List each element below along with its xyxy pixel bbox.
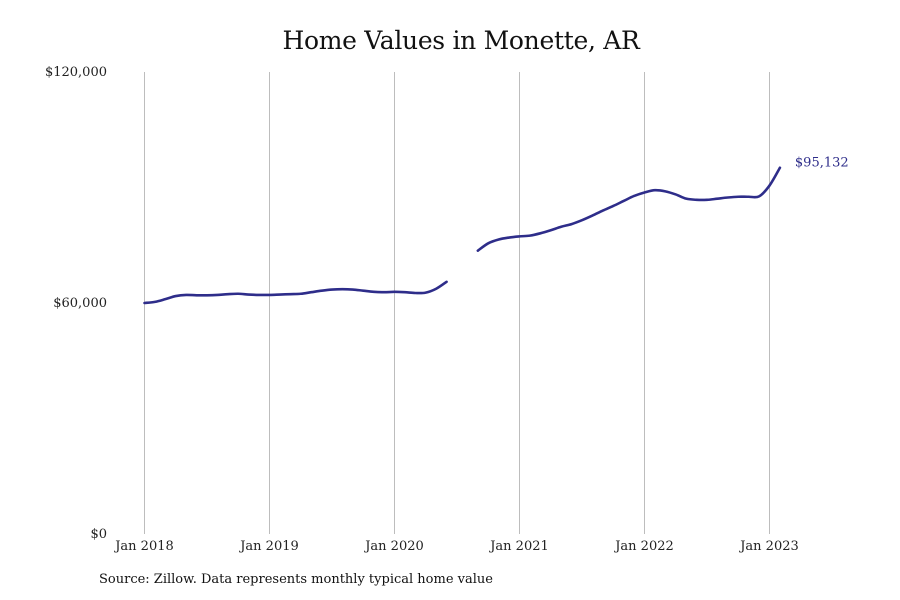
series-line-segment [143,280,448,305]
y-axis-tick-labels: $0 $60,000 $120,000 [45,65,107,542]
x-tick-label: Jan 2020 [363,539,424,554]
gridlines [144,72,770,534]
source-note: Source: Zillow. Data represents monthly … [99,572,493,587]
y-tick-label: $60,000 [53,296,107,311]
data-labels: $95,132 [795,156,849,171]
x-tick-label: Jan 2021 [488,539,549,554]
chart-title: Home Values in Monette, AR [282,26,640,55]
y-tick-label: $0 [90,527,107,542]
x-tick-label: Jan 2023 [738,539,799,554]
x-tick-label: Jan 2022 [613,539,674,554]
x-tick-label: Jan 2018 [113,539,174,554]
x-axis-tick-labels: Jan 2018 Jan 2019 Jan 2020 Jan 2021 Jan 2022… [113,539,799,554]
y-tick-label: $120,000 [45,65,107,80]
series-line-segment [476,166,782,252]
series-lines [143,166,782,305]
end-value-label: $95,132 [795,156,849,171]
x-tick-label: Jan 2019 [238,539,299,554]
